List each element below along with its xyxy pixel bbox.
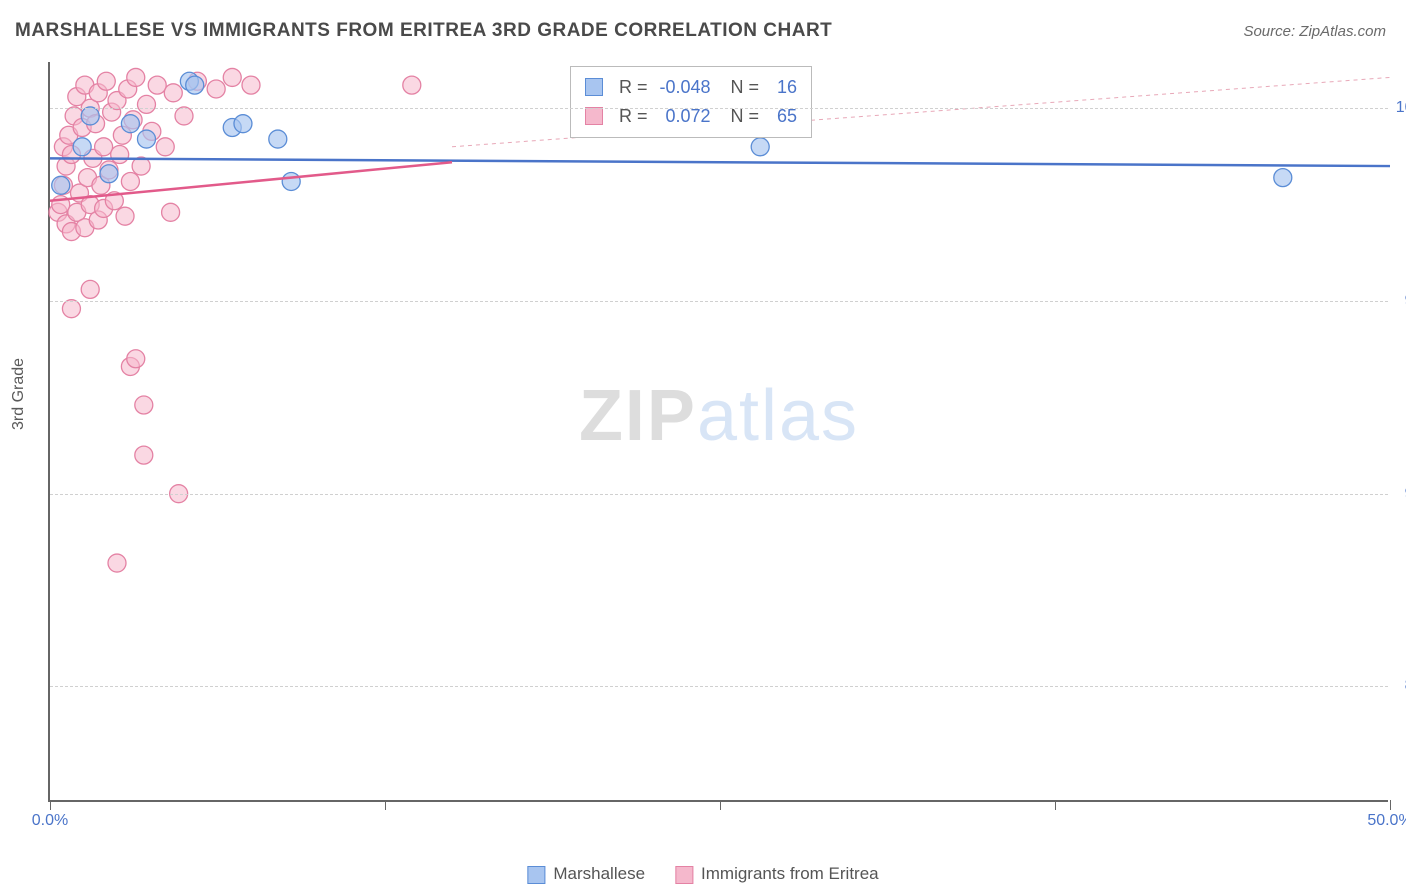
stats-box: R = -0.048 N =16 R = 0.072 N =65 [570,66,812,138]
n-value: 16 [767,73,797,102]
y-axis-label: 3rd Grade [10,358,28,430]
r-value: 0.072 [656,102,711,131]
legend: Marshallese Immigrants from Eritrea [527,864,878,884]
legend-label: Immigrants from Eritrea [701,864,879,883]
xtick-label: 0.0% [32,812,68,830]
gridline [50,301,1388,302]
chart-title: MARSHALLESE VS IMMIGRANTS FROM ERITREA 3… [15,20,832,42]
gridline [50,686,1388,687]
xtick-label: 50.0% [1367,812,1406,830]
legend-item: Marshallese [527,864,645,884]
source-label: Source: ZipAtlas.com [1243,23,1386,40]
legend-item: Immigrants from Eritrea [675,864,879,884]
r-value: -0.048 [656,73,711,102]
legend-swatch [527,866,545,884]
xtick-mark [720,800,721,810]
legend-swatch [675,866,693,884]
xtick-mark [1390,800,1391,810]
stats-row: R = -0.048 N =16 [585,73,797,102]
scatter-svg [50,62,1390,802]
xtick-mark [385,800,386,810]
stats-row: R = 0.072 N =65 [585,102,797,131]
legend-label: Marshallese [553,864,645,883]
xtick-mark [1055,800,1056,810]
stats-swatch [585,107,603,125]
xtick-mark [50,800,51,810]
n-label: N = [731,73,760,102]
r-label: R = [619,102,648,131]
n-value: 65 [767,102,797,131]
chart-plot-area: ZIPatlas R =-0.048N =16R =0.072N =65 85.… [48,62,1388,802]
gridline [50,108,1388,109]
stats-swatch [585,78,603,96]
header: MARSHALLESE VS IMMIGRANTS FROM ERITREA 3… [0,0,1406,52]
gridline [50,494,1388,495]
r-label: R = [619,73,648,102]
ytick-label: 100.0% [1396,99,1406,117]
n-label: N = [731,102,760,131]
